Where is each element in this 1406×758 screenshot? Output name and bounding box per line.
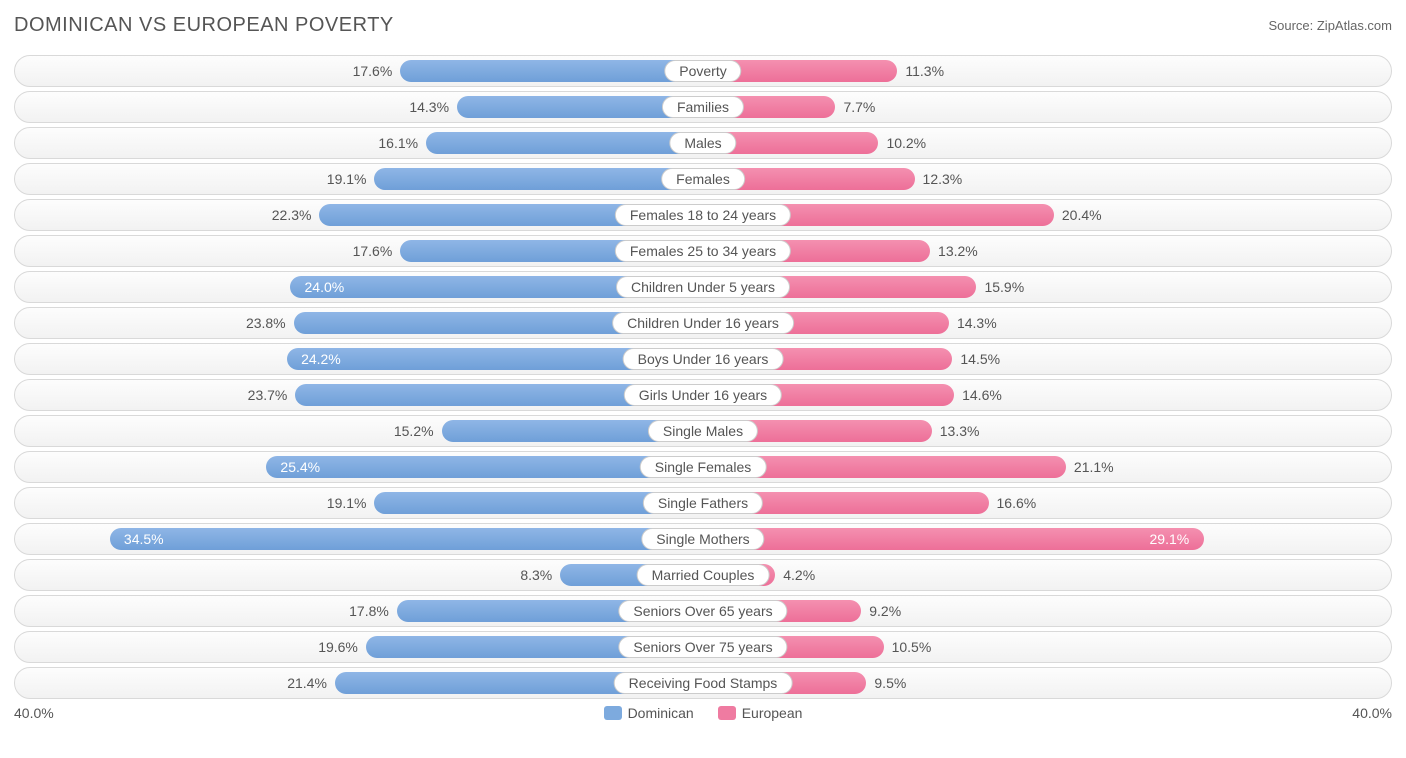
bar-row: 16.1% 10.2% Males	[14, 127, 1392, 159]
value-label-european: 14.6%	[962, 387, 1002, 403]
value-label-european: 9.5%	[874, 675, 906, 691]
value-label-dominican: 19.1%	[327, 171, 367, 187]
value-label-european: 4.2%	[783, 567, 815, 583]
bar-row: 21.4% 9.5% Receiving Food Stamps	[14, 667, 1392, 699]
value-label-european: 13.3%	[940, 423, 980, 439]
category-pill: Families	[662, 96, 744, 118]
bar-row: 19.6% 10.5% Seniors Over 75 years	[14, 631, 1392, 663]
value-label-dominican: 17.6%	[353, 243, 393, 259]
axis-max-right: 40.0%	[1352, 705, 1392, 721]
category-pill: Seniors Over 65 years	[618, 600, 787, 622]
value-label-dominican: 34.5%	[124, 531, 164, 547]
value-label-dominican: 19.1%	[327, 495, 367, 511]
category-pill: Poverty	[664, 60, 741, 82]
value-label-dominican: 16.1%	[378, 135, 418, 151]
category-pill: Females 18 to 24 years	[615, 204, 791, 226]
bar-row: 24.2% 14.5% Boys Under 16 years	[14, 343, 1392, 375]
value-label-european: 12.3%	[923, 171, 963, 187]
bar-row: 17.8% 9.2% Seniors Over 65 years	[14, 595, 1392, 627]
category-pill: Receiving Food Stamps	[614, 672, 793, 694]
value-label-european: 15.9%	[984, 279, 1024, 295]
bar-dominican	[374, 168, 703, 190]
value-label-european: 29.1%	[1150, 531, 1190, 547]
bar-row: 15.2% 13.3% Single Males	[14, 415, 1392, 447]
category-pill: Females	[661, 168, 745, 190]
category-pill: Females 25 to 34 years	[615, 240, 791, 262]
value-label-dominican: 15.2%	[394, 423, 434, 439]
legend: Dominican European	[604, 705, 803, 721]
value-label-dominican: 24.0%	[305, 279, 345, 295]
chart-header: DOMINICAN VS EUROPEAN POVERTY Source: Zi…	[14, 14, 1392, 37]
value-label-european: 10.5%	[892, 639, 932, 655]
category-pill: Single Fathers	[643, 492, 763, 514]
value-label-european: 10.2%	[886, 135, 926, 151]
value-label-dominican: 19.6%	[318, 639, 358, 655]
category-pill: Married Couples	[637, 564, 770, 586]
category-pill: Seniors Over 75 years	[618, 636, 787, 658]
bar-dominican	[266, 456, 703, 478]
bar-row: 17.6% 13.2% Females 25 to 34 years	[14, 235, 1392, 267]
value-label-dominican: 14.3%	[409, 99, 449, 115]
category-pill: Children Under 16 years	[612, 312, 794, 334]
category-pill: Single Females	[640, 456, 767, 478]
value-label-european: 16.6%	[997, 495, 1037, 511]
bar-row: 17.6% 11.3% Poverty	[14, 55, 1392, 87]
legend-item-dominican: Dominican	[604, 705, 694, 721]
bar-european	[703, 528, 1204, 550]
value-label-european: 14.5%	[960, 351, 1000, 367]
category-pill: Girls Under 16 years	[624, 384, 782, 406]
source-prefix: Source:	[1268, 18, 1316, 33]
value-label-european: 14.3%	[957, 315, 997, 331]
value-label-dominican: 25.4%	[280, 459, 320, 475]
bar-row: 22.3% 20.4% Females 18 to 24 years	[14, 199, 1392, 231]
value-label-dominican: 24.2%	[301, 351, 341, 367]
category-pill: Children Under 5 years	[616, 276, 790, 298]
bar-row: 14.3% 7.7% Families	[14, 91, 1392, 123]
chart-title: DOMINICAN VS EUROPEAN POVERTY	[14, 14, 394, 37]
legend-swatch-dominican	[604, 706, 622, 720]
legend-label-european: European	[742, 705, 803, 721]
bar-row: 19.1% 16.6% Single Fathers	[14, 487, 1392, 519]
bar-row: 19.1% 12.3% Females	[14, 163, 1392, 195]
chart-footer: 40.0% Dominican European 40.0%	[14, 705, 1392, 721]
value-label-dominican: 23.7%	[248, 387, 288, 403]
chart-source: Source: ZipAtlas.com	[1268, 18, 1392, 33]
value-label-european: 11.3%	[905, 63, 944, 79]
value-label-dominican: 23.8%	[246, 315, 286, 331]
value-label-dominican: 8.3%	[520, 567, 552, 583]
legend-item-european: European	[718, 705, 803, 721]
value-label-dominican: 22.3%	[272, 207, 312, 223]
category-pill: Single Mothers	[641, 528, 764, 550]
value-label-european: 9.2%	[869, 603, 901, 619]
value-label-european: 13.2%	[938, 243, 978, 259]
legend-label-dominican: Dominican	[628, 705, 694, 721]
bar-row: 24.0% 15.9% Children Under 5 years	[14, 271, 1392, 303]
value-label-european: 7.7%	[843, 99, 875, 115]
bar-dominican	[426, 132, 703, 154]
value-label-dominican: 17.6%	[353, 63, 393, 79]
diverging-bar-chart: 17.6%11.3%Poverty14.3%7.7%Families16.1%1…	[14, 55, 1392, 699]
bar-row: 23.8% 14.3% Children Under 16 years	[14, 307, 1392, 339]
bar-row: 8.3% 4.2% Married Couples	[14, 559, 1392, 591]
value-label-dominican: 21.4%	[287, 675, 327, 691]
bar-row: 23.7% 14.6% Girls Under 16 years	[14, 379, 1392, 411]
category-pill: Males	[669, 132, 736, 154]
category-pill: Boys Under 16 years	[623, 348, 784, 370]
bar-dominican	[400, 60, 703, 82]
legend-swatch-european	[718, 706, 736, 720]
value-label-european: 21.1%	[1074, 459, 1114, 475]
value-label-dominican: 17.8%	[349, 603, 389, 619]
bar-row: 34.5% 29.1% Single Mothers	[14, 523, 1392, 555]
axis-max-left: 40.0%	[14, 705, 54, 721]
value-label-european: 20.4%	[1062, 207, 1102, 223]
category-pill: Single Males	[648, 420, 758, 442]
bar-dominican	[110, 528, 703, 550]
source-link[interactable]: ZipAtlas.com	[1317, 18, 1392, 33]
bar-row: 25.4% 21.1% Single Females	[14, 451, 1392, 483]
